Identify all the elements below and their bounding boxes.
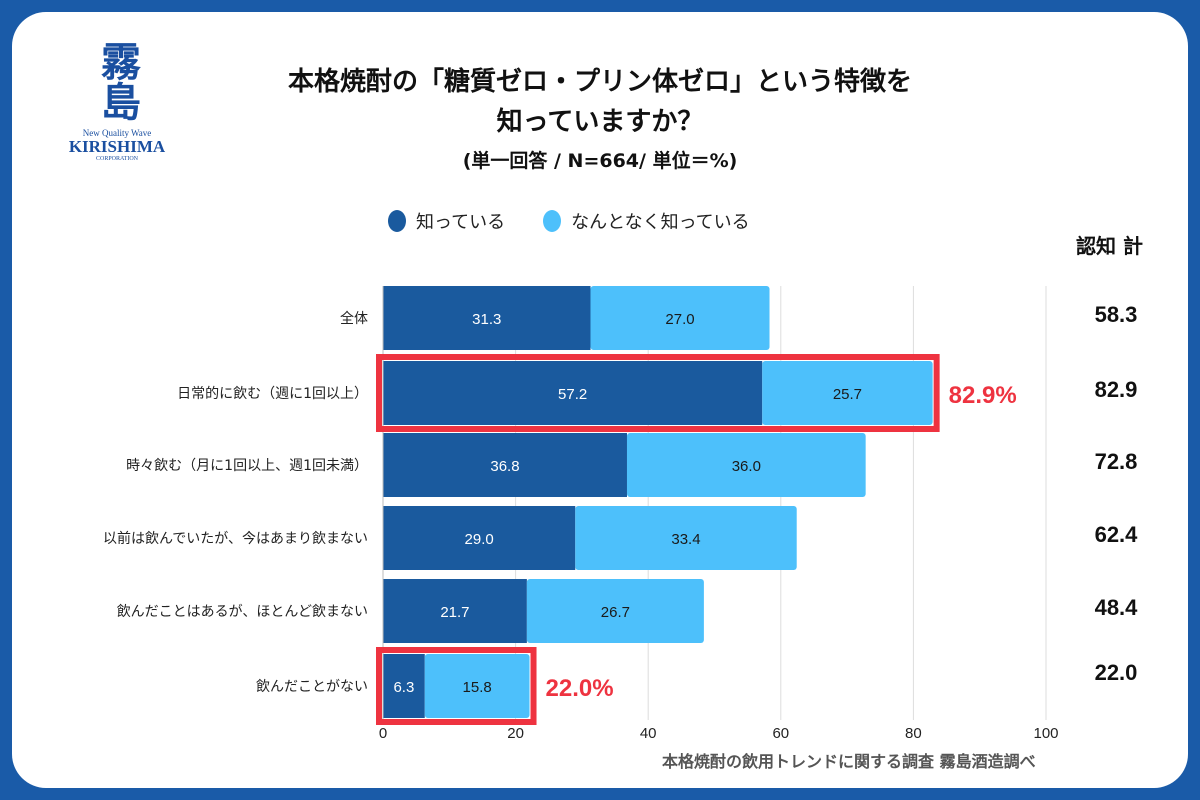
- bar-segment: [383, 654, 425, 718]
- chart-title-line-2: 知っていますか？: [496, 107, 704, 137]
- bar-segment: [383, 286, 591, 350]
- bar-segment: [383, 579, 527, 643]
- total-value: 62.4: [1095, 522, 1139, 547]
- x-tick-label: 60: [772, 725, 789, 742]
- chart-title-line-1: 本格焼酎の「糖質ゼロ・プリン体ゼロ」という特徴を: [287, 67, 912, 97]
- bar-value-label: 26.7: [601, 604, 630, 621]
- bar-value-label: 31.3: [472, 311, 501, 328]
- category-label: 日常的に飲む（週に1回以上）: [177, 386, 368, 402]
- bar-value-label: 57.2: [558, 386, 587, 403]
- totals-header: 認知 計: [1076, 234, 1143, 258]
- legend-label-know: 知っている: [416, 212, 506, 233]
- logo-kanji: 霧島: [94, 41, 141, 121]
- highlight-label: 22.0%: [546, 675, 614, 702]
- category-label: 時々飲む（月に1回以上、週1回未満）: [126, 458, 368, 474]
- kirishima-logo: 霧島 New Quality Wave KIRISHIMA CORPORATIO…: [62, 40, 172, 170]
- logo-corp: CORPORATION: [95, 156, 138, 162]
- bar-value-label: 27.0: [665, 311, 694, 328]
- legend-swatch-somewhat: [543, 210, 562, 232]
- category-label: 飲んだことがない: [256, 679, 368, 695]
- total-value: 22.0: [1095, 660, 1138, 685]
- x-tick-label: 40: [640, 725, 657, 742]
- bar-value-label: 36.0: [732, 458, 761, 475]
- bar-segment: [383, 361, 763, 425]
- x-tick-label: 20: [507, 725, 524, 742]
- total-value: 82.9: [1095, 377, 1138, 402]
- legend-item-know: 知っている: [388, 208, 505, 234]
- bar-segment: [575, 506, 797, 570]
- highlight-label: 82.9%: [949, 382, 1017, 409]
- category-label: 以前は飲んでいたが、今はあまり飲まない: [103, 530, 368, 547]
- chart-title: 本格焼酎の「糖質ゼロ・プリン体ゼロ」という特徴を 知っていますか？: [200, 62, 1000, 142]
- source-note: 本格焼酎の飲用トレンドに関する調査 霧島酒造調べ: [662, 752, 1036, 771]
- total-value: 72.8: [1095, 449, 1138, 474]
- logo-brand: KIRISHIMA: [68, 137, 166, 156]
- x-tick-label: 100: [1033, 725, 1058, 742]
- x-tick-label: 80: [905, 725, 922, 742]
- category-label: 飲んだことはあるが、ほとんど飲まない: [117, 604, 368, 620]
- bar-segment: [762, 361, 933, 425]
- highlight-box: [376, 354, 940, 432]
- highlight-box: [376, 647, 537, 725]
- total-value: 58.3: [1095, 302, 1138, 327]
- logo-tagline: New Quality Wave: [82, 128, 152, 138]
- total-value: 48.4: [1095, 595, 1139, 620]
- bar-segment: [526, 579, 704, 643]
- x-tick-label: 0: [379, 725, 387, 742]
- chart-subtitle: (単一回答 / N=664/ 単位＝%): [462, 150, 738, 172]
- bar-value-label: 25.7: [833, 386, 862, 403]
- bar-value-label: 6.3: [393, 679, 414, 696]
- category-label: 全体: [340, 310, 368, 327]
- bar-value-label: 29.0: [465, 531, 494, 548]
- bar-segment: [424, 654, 530, 718]
- bar-value-label: 33.4: [671, 531, 700, 548]
- bar-value-label: 15.8: [463, 679, 492, 696]
- bar-segment: [383, 506, 576, 570]
- bar-segment: [590, 286, 770, 350]
- legend: 知っている なんとなく知っている: [388, 208, 788, 234]
- legend-item-somewhat: なんとなく知っている: [543, 208, 750, 234]
- legend-swatch-know: [388, 210, 406, 232]
- legend-label-somewhat: なんとなく知っている: [571, 212, 750, 233]
- bar-segment: [626, 433, 866, 497]
- bar-value-label: 36.8: [490, 458, 519, 475]
- bar-value-label: 21.7: [440, 604, 469, 621]
- bar-segment: [383, 433, 627, 497]
